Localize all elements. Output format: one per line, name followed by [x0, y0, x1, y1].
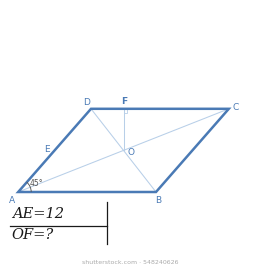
Text: C: C [233, 103, 239, 112]
Text: D: D [83, 98, 90, 107]
Text: E: E [44, 145, 50, 154]
Text: shutterstock.com · 548240626: shutterstock.com · 548240626 [82, 260, 178, 265]
Text: AE=12: AE=12 [12, 207, 64, 221]
Text: B: B [155, 196, 161, 205]
Text: A: A [9, 196, 15, 205]
Text: 45°: 45° [29, 179, 43, 188]
Text: OF=?: OF=? [12, 228, 54, 242]
Text: O: O [127, 148, 134, 157]
Text: F: F [121, 97, 127, 106]
